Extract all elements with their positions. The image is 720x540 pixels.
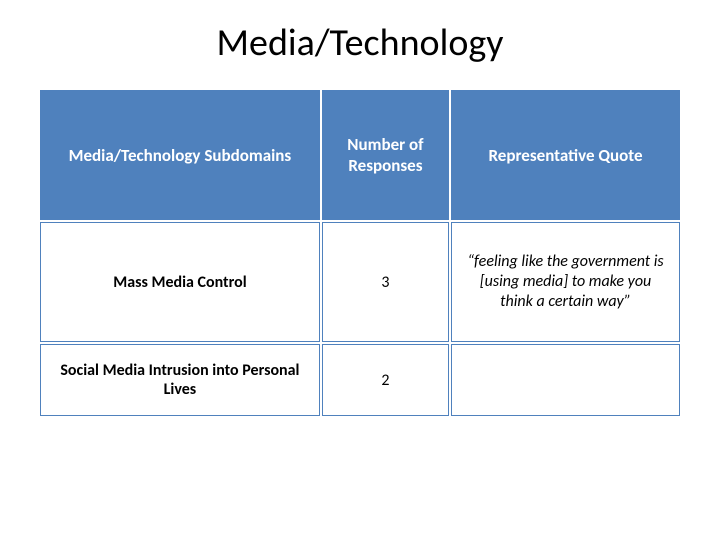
table-row: Mass Media Control 3 “feeling like the g… <box>40 222 680 342</box>
cell-count: 2 <box>322 344 449 416</box>
cell-subdomain: Mass Media Control <box>40 222 320 342</box>
column-header-quote: Representative Quote <box>451 90 680 220</box>
page-title: Media/Technology <box>38 20 682 66</box>
cell-quote <box>451 344 680 416</box>
column-header-responses: Number of Responses <box>322 90 449 220</box>
cell-count: 3 <box>322 222 449 342</box>
cell-quote: “feeling like the government is [using m… <box>451 222 680 342</box>
media-technology-table: Media/Technology Subdomains Number of Re… <box>38 88 682 418</box>
column-header-subdomains: Media/Technology Subdomains <box>40 90 320 220</box>
table-row: Social Media Intrusion into Personal Liv… <box>40 344 680 416</box>
cell-subdomain: Social Media Intrusion into Personal Liv… <box>40 344 320 416</box>
